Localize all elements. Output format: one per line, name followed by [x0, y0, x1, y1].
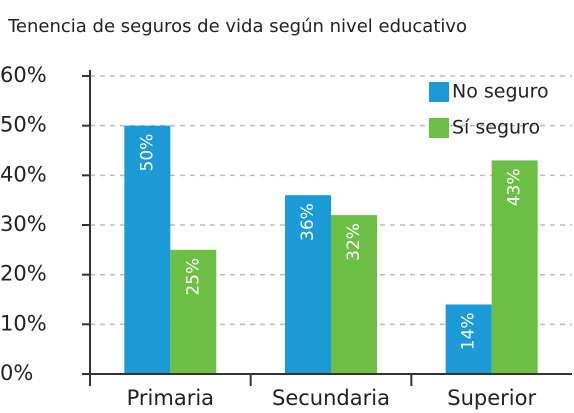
value-label: 36% [298, 203, 318, 241]
y-tick-label: 30% [0, 212, 47, 236]
value-label: 14% [459, 312, 479, 350]
legend-swatch [429, 118, 449, 138]
y-tick-label: 40% [0, 162, 47, 186]
y-tick-label: 20% [0, 262, 47, 286]
y-tick-label: 0% [0, 361, 33, 385]
bar [170, 249, 217, 374]
value-label: 50% [137, 134, 157, 172]
bar [491, 160, 538, 374]
x-tick-label: Primaria [127, 386, 214, 410]
legend-label: Sí seguro [452, 117, 540, 139]
legend-swatch [429, 82, 449, 102]
y-tick-label: 10% [0, 311, 47, 335]
value-label: 25% [183, 258, 203, 296]
y-tick-label: 50% [0, 113, 47, 137]
x-tick-label: Superior [447, 386, 536, 410]
value-label: 32% [344, 223, 364, 261]
bar [331, 215, 377, 374]
bar [285, 195, 331, 374]
bar [124, 125, 171, 375]
chart-title: Tenencia de seguros de vida según nivel … [7, 16, 467, 37]
x-tick-label: Secundaria [272, 386, 390, 410]
bar [445, 304, 492, 374]
value-label: 43% [505, 168, 525, 206]
legend-label: No seguro [452, 81, 549, 103]
y-tick-label: 60% [0, 63, 47, 87]
